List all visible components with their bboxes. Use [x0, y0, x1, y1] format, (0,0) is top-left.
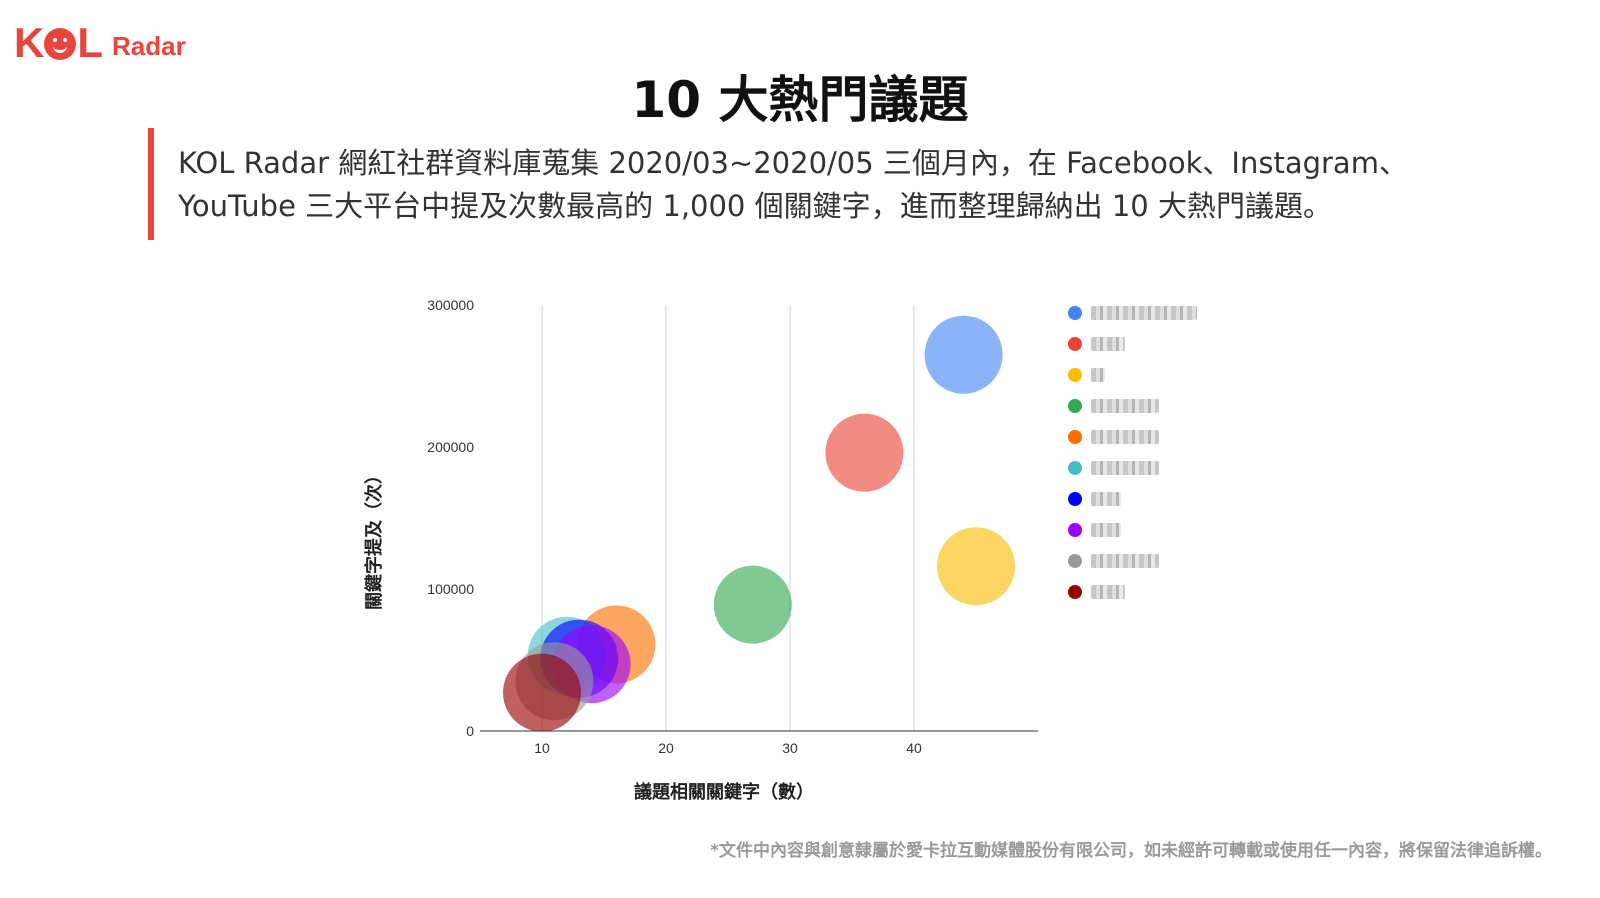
kol-radar-logo: K L Radar — [14, 20, 186, 64]
legend-item — [1068, 297, 1197, 328]
legend-label-pixelated — [1091, 305, 1197, 320]
intro-block: KOL Radar 網紅社群資料庫蒐集 2020/03~2020/05 三個月內… — [148, 128, 1448, 240]
legend-item — [1068, 545, 1197, 576]
y-tick-label: 300000 — [427, 297, 474, 313]
legend-color-dot — [1068, 491, 1082, 506]
legend-label-pixelated — [1091, 429, 1159, 444]
x-tick-label: 20 — [658, 740, 674, 756]
legend-item — [1068, 514, 1197, 545]
chart-legend — [1068, 297, 1197, 607]
legend-label-pixelated — [1091, 460, 1159, 475]
legend-label-pixelated — [1091, 398, 1159, 413]
bubble-point — [937, 527, 1015, 606]
x-tick-label: 40 — [906, 740, 922, 756]
legend-item — [1068, 328, 1197, 359]
legend-label-pixelated — [1091, 491, 1121, 506]
bubble-point — [713, 565, 792, 644]
legend-color-dot — [1068, 553, 1082, 568]
y-tick-label: 0 — [466, 723, 474, 739]
logo-radar-text: Radar — [112, 31, 186, 61]
legend-color-dot — [1068, 429, 1082, 444]
logo-letter-k: K — [14, 19, 44, 66]
legend-color-dot — [1068, 584, 1082, 599]
legend-label-pixelated — [1091, 522, 1121, 537]
legend-item — [1068, 452, 1197, 483]
legend-color-dot — [1068, 305, 1082, 320]
legend-label-pixelated — [1091, 336, 1125, 351]
x-axis-title: 議題相關關鍵字（數） — [634, 781, 814, 803]
legend-item — [1068, 359, 1197, 390]
y-axis-title: 關鍵字提及（次） — [363, 466, 385, 610]
legend-color-dot — [1068, 367, 1082, 382]
y-tick-label: 200000 — [427, 439, 474, 455]
legend-item — [1068, 483, 1197, 514]
intro-text: KOL Radar 網紅社群資料庫蒐集 2020/03~2020/05 三個月內… — [178, 146, 1408, 223]
legend-color-dot — [1068, 522, 1082, 537]
y-tick-label: 100000 — [427, 581, 474, 597]
legend-item — [1068, 576, 1197, 607]
legend-color-dot — [1068, 336, 1082, 351]
smiley-face-icon — [44, 28, 77, 60]
page-title: 10 大熱門議題 — [631, 71, 969, 129]
bubble-point — [924, 315, 1003, 394]
legend-label-pixelated — [1091, 367, 1105, 382]
legend-label-pixelated — [1091, 553, 1159, 568]
x-tick-label: 30 — [782, 740, 798, 756]
bubble-chart: 10 20 30 40 0 100000 200000 300000 議題相關關鍵字（數） 關鍵字… — [363, 297, 1038, 803]
bubble-point — [503, 653, 581, 732]
copyright-footer: *文件中內容與創意隸屬於愛卡拉互動媒體股份有限公司，如未經許可轉載或使用任一內容… — [710, 841, 1552, 861]
legend-item — [1068, 390, 1197, 421]
legend-label-pixelated — [1091, 584, 1125, 599]
logo-letter-l: L — [77, 19, 103, 66]
x-tick-label: 10 — [534, 740, 550, 756]
legend-item — [1068, 421, 1197, 452]
bubble-point — [825, 413, 904, 492]
legend-color-dot — [1068, 460, 1082, 475]
legend-color-dot — [1068, 398, 1082, 413]
